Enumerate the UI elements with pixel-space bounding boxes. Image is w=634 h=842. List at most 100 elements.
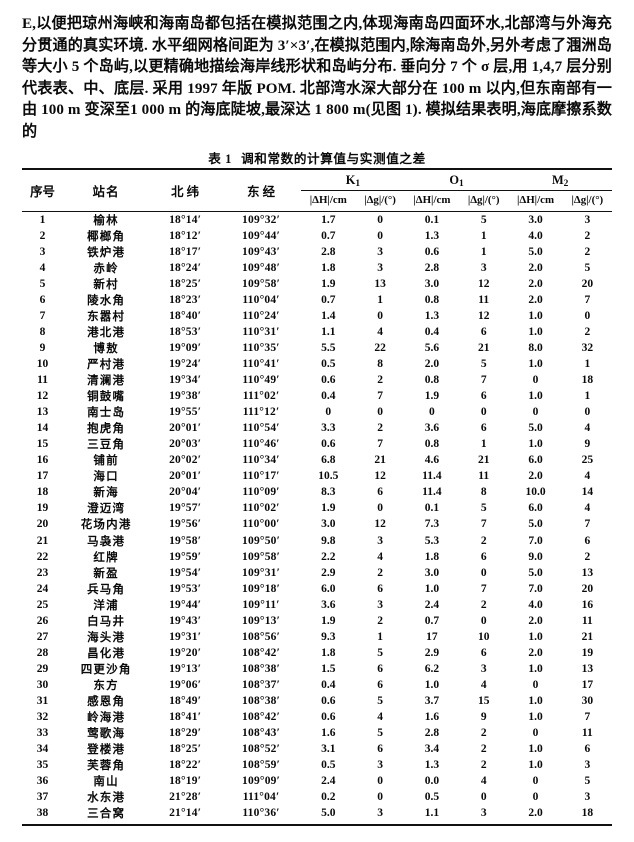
cell-k1-dh: 1.7: [321, 213, 336, 226]
cell-station: 东方: [93, 679, 119, 692]
cell-latitude: 18°22′: [169, 759, 202, 772]
cell-m2-dh: 8.0: [528, 341, 543, 354]
cell-no: 13: [36, 406, 49, 419]
cell-station: 南士岛: [87, 407, 126, 420]
cell-k1-dh: 1.8: [321, 261, 336, 274]
cell-m2-dh: 1.0: [528, 743, 543, 756]
cell-k1-dg: 21: [374, 454, 386, 467]
cell-k1-dh: 8.3: [321, 486, 336, 499]
table-row: 16 铺前 20°02′ 110°34′ 6.8 21 4.6 21 6.0 25: [22, 452, 612, 468]
cell-k1-dh: 2.9: [321, 566, 336, 579]
cell-m2-dg: 1: [584, 390, 591, 403]
table-row: 33 莺歌海 18°29′ 108°43′ 1.6 5 2.8 2 0 11: [22, 725, 612, 741]
cell-station: 椰榔角: [87, 230, 126, 243]
cell-o1-dg: 15: [477, 694, 490, 707]
table-row: 12 铜鼓嘴 19°38′ 111°02′ 0.4 7 1.9 6 1.0 1: [22, 388, 612, 404]
cell-m2-dg: 20: [581, 277, 594, 290]
cell-station: 抱虎角: [87, 423, 126, 436]
table-row: 36 南山 18°19′ 109°09′ 2.4 0 0.0 4 0 5: [22, 773, 612, 789]
cell-m2-dh: 9.0: [528, 550, 543, 563]
column-header-k1-dh: |ΔH|/cm: [309, 193, 347, 206]
cell-no: 9: [39, 341, 46, 354]
cell-station: 新海: [93, 487, 119, 500]
table-row: 5 新村 18°25′ 109°58′ 1.9 13 3.0 12 2.0 20: [22, 276, 612, 292]
cell-o1-dg: 3: [480, 662, 487, 675]
cell-longitude: 110°41′: [242, 358, 280, 370]
column-header-station: 站名: [92, 184, 120, 199]
table-row: 38 三合窝 21°14′ 110°36′ 5.0 3 1.1 3 2.0 18: [22, 805, 612, 821]
cell-station: 芙蓉角: [87, 760, 126, 773]
cell-no: 34: [36, 743, 49, 756]
cell-latitude: 19°09′: [169, 341, 202, 354]
cell-no: 30: [36, 678, 49, 691]
cell-m2-dh: 10.0: [525, 486, 546, 499]
table-row: 30 东方 19°06′ 108°37′ 0.4 6 1.0 4 0 17: [22, 677, 612, 693]
table-row: 32 岭海港 18°41′ 108°42′ 0.6 4 1.6 9 1.0 7: [22, 709, 612, 725]
cell-latitude: 19°24′: [169, 358, 202, 370]
cell-station: 新村: [93, 278, 119, 291]
cell-k1-dh: 0: [325, 406, 332, 419]
cell-o1-dh: 3.0: [424, 277, 440, 290]
cell-longitude: 108°59′: [242, 759, 281, 772]
cell-latitude: 19°59′: [169, 550, 202, 563]
cell-k1-dh: 0.6: [321, 694, 336, 707]
cell-longitude: 108°42′: [242, 711, 281, 724]
group-k1-base: K: [345, 173, 356, 188]
cell-latitude: 18°41′: [169, 711, 202, 724]
group-o1-sub: 1: [458, 179, 464, 190]
cell-m2-dh: 1.0: [528, 309, 543, 322]
cell-latitude: 18°40′: [169, 309, 202, 322]
cell-m2-dh: 2.0: [528, 293, 543, 306]
cell-station: 水东港: [87, 792, 126, 805]
cell-latitude: 18°49′: [169, 694, 202, 707]
column-header-group-m2: M2: [508, 172, 612, 191]
cell-k1-dg: 0: [377, 791, 383, 804]
cell-m2-dg: 4: [584, 502, 591, 515]
cell-m2-dh: 1.0: [528, 662, 543, 675]
cell-latitude: 19°31′: [169, 630, 202, 643]
cell-no: 17: [36, 470, 49, 483]
cell-longitude: 110°46′: [242, 438, 280, 451]
cell-o1-dg: 6: [480, 550, 487, 563]
cell-station: 南山: [93, 776, 119, 789]
cell-longitude: 109°31′: [242, 566, 281, 579]
cell-o1-dg: 11: [478, 470, 490, 483]
cell-latitude: 20°01′: [169, 422, 202, 435]
cell-k1-dh: 0.5: [321, 759, 336, 772]
cell-k1-dh: 9.8: [321, 534, 336, 547]
cell-no: 10: [36, 358, 49, 370]
cell-o1-dh: 4.6: [424, 454, 440, 467]
table-row: 7 东嚣村 18°40′ 110°24′ 1.4 0 1.3 12 1.0 0: [22, 308, 612, 324]
cell-k1-dh: 1.1: [321, 325, 336, 338]
cell-k1-dh: 0.7: [321, 229, 336, 242]
cell-latitude: 19°20′: [169, 646, 202, 659]
cell-o1-dh: 0.4: [424, 325, 440, 338]
cell-station: 马袅港: [87, 535, 126, 548]
table-row: 29 四更沙角 19°13′ 108°38′ 1.5 6 6.2 3 1.0 13: [22, 661, 612, 677]
table-row: 14 抱虎角 20°01′ 110°54′ 3.3 2 3.6 6 5.0 4: [22, 420, 612, 436]
cell-station: 新盈: [93, 567, 119, 580]
cell-o1-dg: 10: [477, 630, 490, 643]
cell-longitude: 108°38′: [242, 694, 281, 707]
cell-k1-dg: 12: [374, 518, 386, 531]
cell-m2-dh: 1.0: [528, 694, 543, 707]
cell-station: 三豆角: [87, 439, 126, 452]
table-row: 11 清澜港 19°34′ 110°49′ 0.6 2 0.8 7 0 18: [22, 372, 612, 388]
group-k1-sub: 1: [355, 179, 361, 190]
cell-longitude: 110°02′: [242, 502, 280, 515]
cell-k1-dh: 2.2: [321, 550, 336, 563]
cell-no: 23: [36, 566, 49, 579]
cell-m2-dg: 11: [581, 727, 593, 740]
cell-no: 11: [37, 374, 48, 387]
table-caption-title: 调和常数的计算值与实测值之差: [241, 151, 426, 166]
cell-o1-dh: 3.0: [424, 566, 440, 579]
cell-m2-dg: 6: [584, 743, 591, 756]
cell-longitude: 110°31′: [242, 325, 280, 338]
cell-longitude: 109°48′: [242, 261, 281, 274]
cell-k1-dg: 1: [377, 293, 383, 306]
group-o1-base: O: [449, 173, 459, 188]
table-row: 34 登楼港 18°25′ 108°52′ 3.1 6 3.4 2 1.0 6: [22, 741, 612, 757]
cell-k1-dg: 12: [374, 470, 386, 483]
cell-m2-dg: 9: [584, 438, 591, 451]
cell-m2-dh: 4.0: [528, 598, 543, 611]
